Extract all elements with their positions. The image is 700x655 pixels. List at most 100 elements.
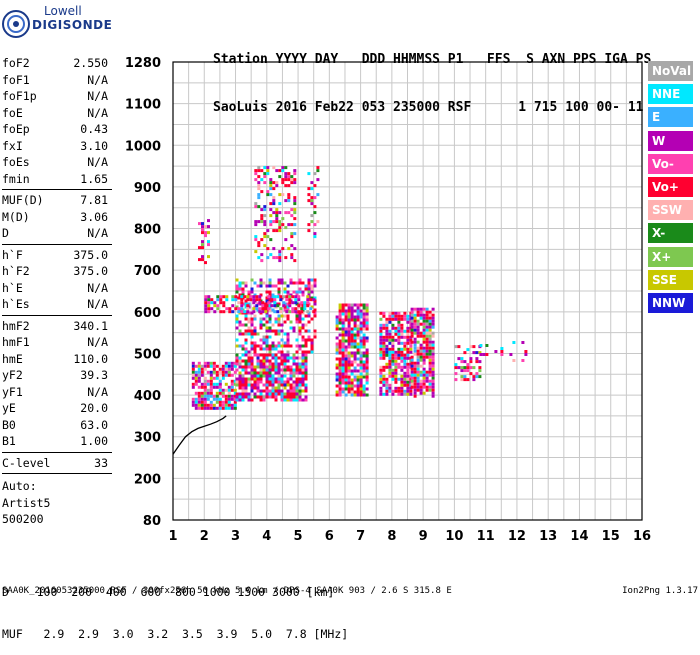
echo-point [249,295,253,299]
echo-point [379,335,383,339]
echo-point [410,331,414,335]
echo-point [222,304,226,308]
echo-point [260,208,264,212]
echo-point [247,302,251,306]
echo-point [344,360,348,364]
echo-point [500,347,504,350]
echo-point [265,359,269,363]
echo-point [292,362,296,366]
y-tick-label: 80 [143,514,161,529]
echo-point [454,372,458,376]
echo-point [344,354,348,358]
x-tick-label: 10 [445,529,463,544]
echo-point [365,336,369,340]
echo-point [431,382,435,386]
echo-point [277,371,281,375]
echo-point [403,362,407,366]
echo-point [362,309,366,313]
echo-point [200,382,204,386]
echo-point [235,290,239,294]
echo-point [244,380,248,384]
echo-point [207,240,210,244]
software-version: Ion2Png 1.3.17 [622,586,698,596]
param-value: N/A [87,226,108,240]
echo-point [365,375,369,379]
echo-point [286,398,290,402]
echo-point [263,235,267,239]
echo-point [428,322,432,326]
echo-point [419,355,423,359]
echo-point [469,366,473,370]
echo-point [278,193,282,197]
echo-point [278,175,282,179]
echo-point [313,205,317,209]
echo-point [275,214,279,218]
echo-point [463,375,467,379]
echo-point [341,330,345,334]
echo-point [259,344,263,348]
echo-point [250,320,254,324]
echo-point [230,382,234,386]
echo-point [413,322,417,326]
echo-point [365,309,369,313]
echo-point [281,169,285,173]
echo-point [460,375,464,379]
echo-point [313,211,317,215]
echo-point [290,178,294,182]
echo-point [394,350,398,354]
echo-point [385,335,389,339]
echo-point [286,377,290,381]
echo-point [265,326,269,330]
echo-point [238,398,242,402]
echo-point [478,369,482,373]
echo-point [313,302,317,306]
echo-point [350,363,354,367]
echo-point [268,329,272,333]
echo-point [365,324,369,328]
echo-point [312,310,316,314]
echo-point [304,359,308,363]
echo-point [304,362,308,366]
echo-point [285,295,289,299]
echo-point [422,391,426,395]
echo-point [268,281,272,285]
echo-point [304,383,308,387]
echo-point [282,301,286,305]
echo-point [310,290,314,294]
echo-point [256,332,260,336]
echo-point [267,307,271,311]
echo-point [365,318,369,322]
echo-point [244,395,248,399]
echo-point [353,375,357,379]
echo-point [428,355,432,359]
echo-point [359,321,363,325]
param-separator [2,473,112,474]
echo-point [472,351,476,355]
echo-point [230,388,234,392]
echo-point [394,332,398,336]
y-tick-label: 600 [134,306,161,321]
echo-point [204,295,208,299]
x-tick-label: 12 [508,529,526,544]
echo-point [207,298,211,302]
echo-point [344,393,348,397]
echo-point [259,389,263,393]
echo-point [288,298,292,302]
echo-point [416,358,420,362]
echo-point [237,307,241,311]
echo-point [466,366,470,370]
echo-point [391,314,395,318]
echo-point [379,356,383,360]
echo-point [206,403,210,407]
echo-point [406,320,410,324]
echo-point [258,295,262,299]
echo-point [259,338,263,342]
echo-point [283,287,287,291]
param-row: hmF1 N/A [2,334,112,351]
echo-point [238,377,242,381]
echo-point [277,314,281,318]
echo-point [295,386,299,390]
echo-point [406,371,410,375]
echo-point [419,364,423,368]
echo-point [247,353,251,357]
